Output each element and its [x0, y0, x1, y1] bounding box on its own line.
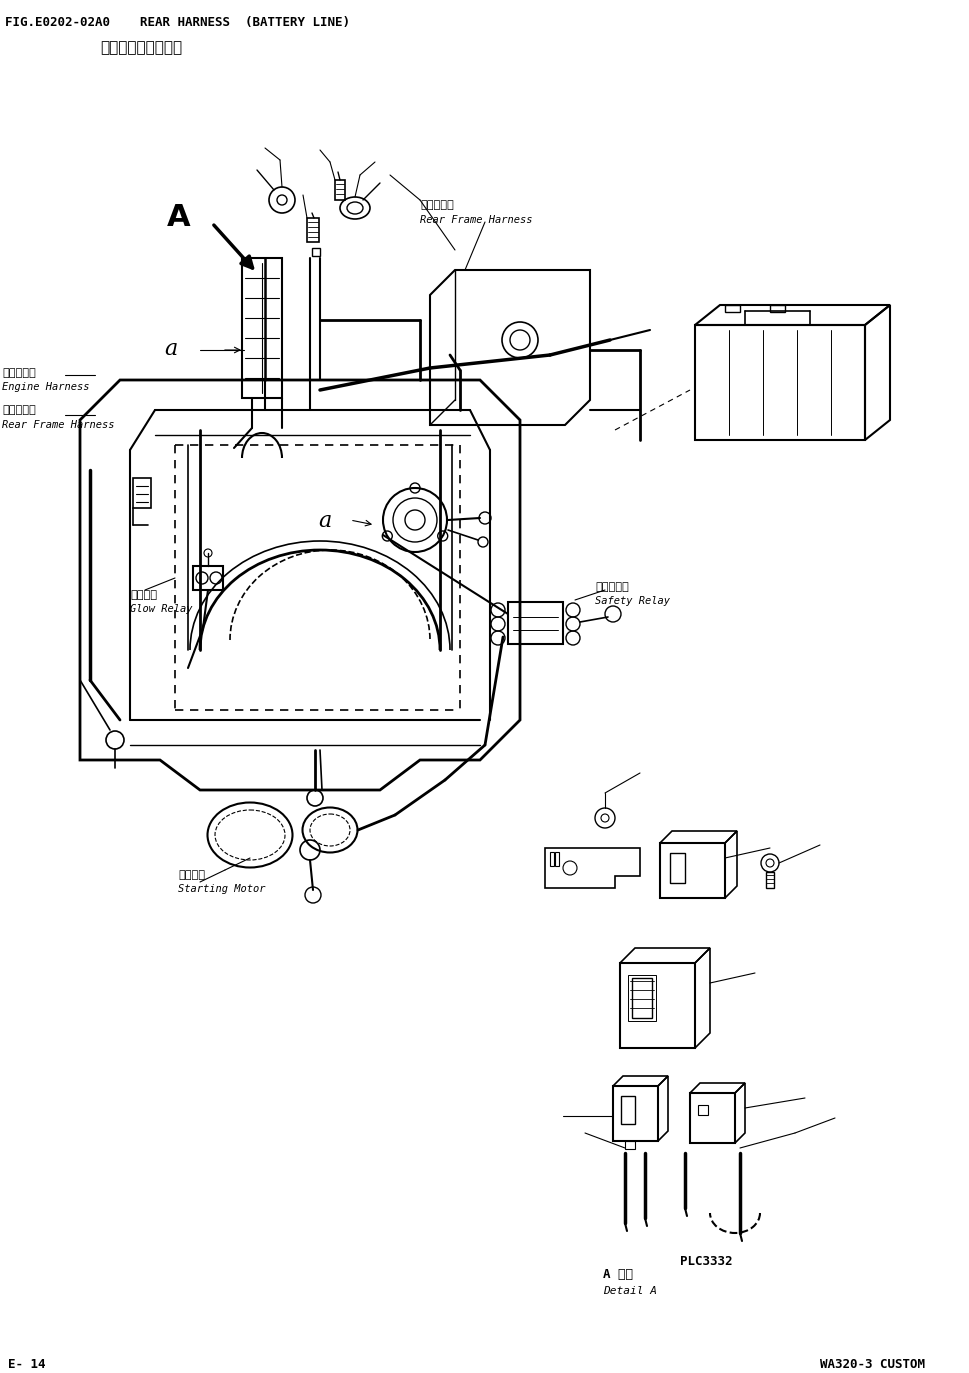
Text: Rear Frame Harness: Rear Frame Harness	[420, 216, 532, 225]
Bar	[624, 1141, 635, 1149]
Bar	[627, 975, 655, 1022]
Bar	[659, 843, 724, 898]
Text: PLC3332: PLC3332	[679, 1255, 732, 1269]
Text: Detail A: Detail A	[603, 1287, 656, 1296]
Bar	[619, 962, 694, 1048]
Bar	[769, 305, 784, 312]
Bar	[670, 853, 684, 883]
Bar	[241, 258, 282, 398]
Bar	[766, 872, 773, 888]
Text: E- 14: E- 14	[8, 1358, 46, 1372]
Bar	[632, 978, 651, 1017]
Bar	[312, 249, 320, 255]
Text: 后车架线束: 后车架线束	[2, 405, 36, 415]
Bar	[133, 478, 151, 508]
Bar	[694, 325, 864, 439]
Text: WA320-3 CUSTOM: WA320-3 CUSTOM	[819, 1358, 924, 1372]
Bar	[193, 566, 223, 590]
Bar	[554, 853, 558, 866]
Text: Glow Relay: Glow Relay	[130, 604, 192, 614]
Bar	[689, 1093, 735, 1142]
Text: a: a	[318, 509, 330, 531]
Bar	[724, 305, 739, 312]
Bar	[620, 1096, 635, 1124]
Text: 后车架线束: 后车架线束	[420, 200, 453, 210]
Text: 后线束（电瑞配线）: 后线束（电瑞配线）	[100, 40, 182, 55]
Text: Rear Frame Harness: Rear Frame Harness	[2, 420, 114, 430]
Text: Engine Harness: Engine Harness	[2, 382, 89, 393]
Text: Safety Relay: Safety Relay	[594, 596, 670, 605]
Text: A: A	[167, 203, 191, 232]
Bar	[698, 1105, 707, 1115]
Bar	[334, 180, 345, 200]
Bar	[612, 1086, 657, 1141]
Text: 安全继电器: 安全继电器	[594, 582, 628, 592]
Text: FIG.E0202-02A0    REAR HARNESS  (BATTERY LINE): FIG.E0202-02A0 REAR HARNESS (BATTERY LIN…	[5, 16, 350, 29]
Bar	[508, 601, 562, 644]
Text: 发动机线束: 发动机线束	[2, 368, 36, 378]
Text: a: a	[164, 338, 177, 360]
Text: 启动马达: 启动马达	[178, 870, 204, 880]
Text: Starting Motor: Starting Motor	[178, 884, 266, 894]
Text: 热继电器: 热继电器	[130, 590, 157, 600]
Bar	[306, 218, 319, 242]
Bar	[670, 853, 684, 883]
Bar	[549, 853, 553, 866]
Text: A 详细: A 详细	[603, 1269, 633, 1281]
